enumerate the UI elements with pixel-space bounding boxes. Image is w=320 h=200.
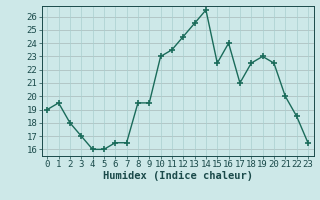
X-axis label: Humidex (Indice chaleur): Humidex (Indice chaleur) xyxy=(103,171,252,181)
